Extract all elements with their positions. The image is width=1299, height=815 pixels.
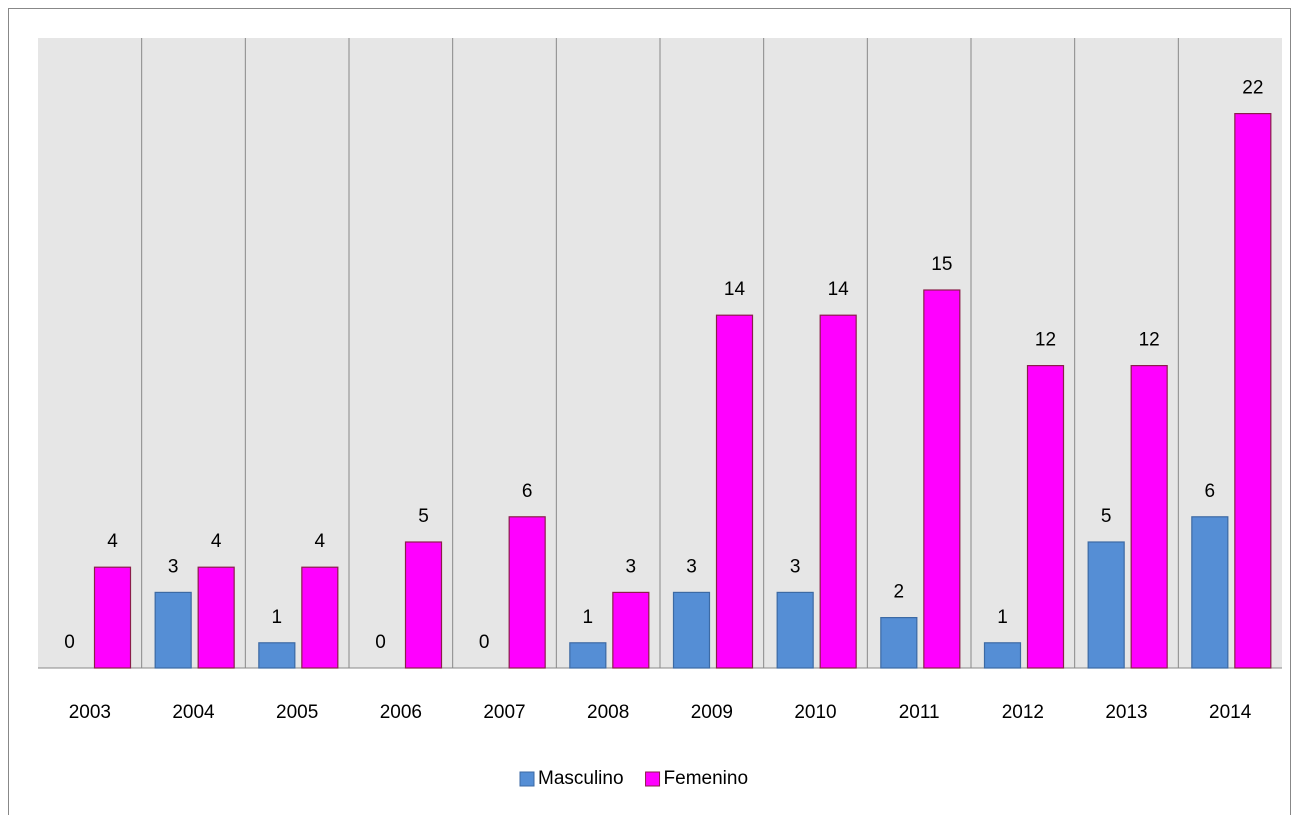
data-label: 4 [211, 531, 222, 552]
bar [93, 566, 132, 669]
bar [819, 314, 857, 669]
bar [154, 591, 192, 669]
data-label: 4 [107, 531, 118, 552]
data-label: 1 [997, 607, 1008, 628]
x-tick-label: 2010 [794, 702, 836, 723]
data-label: 1 [583, 607, 594, 628]
x-tick-label: 2003 [69, 702, 111, 723]
data-label: 3 [626, 556, 637, 577]
legend-swatch [645, 771, 661, 787]
x-tick-label: 2014 [1209, 702, 1252, 723]
data-label: 15 [931, 254, 952, 275]
bar [1234, 112, 1272, 669]
bar [1026, 365, 1065, 669]
data-label: 14 [724, 279, 746, 300]
x-tick-label: 2006 [380, 702, 422, 723]
bar [612, 591, 650, 669]
data-label: 5 [1101, 506, 1112, 527]
x-tick-label: 2007 [483, 702, 525, 723]
data-label: 3 [686, 556, 697, 577]
bar [1191, 516, 1229, 669]
data-label: 6 [522, 481, 533, 502]
data-label: 14 [828, 279, 850, 300]
data-label: 4 [315, 531, 326, 552]
data-label: 0 [479, 632, 490, 653]
x-tick-label: 2013 [1105, 702, 1147, 723]
bar [197, 566, 235, 669]
data-label: 3 [790, 556, 801, 577]
bar [301, 566, 339, 669]
bar [1130, 365, 1168, 669]
data-label: 0 [64, 632, 75, 653]
legend-swatch [519, 771, 535, 787]
bar [715, 314, 754, 669]
bar [923, 289, 961, 669]
data-label: 0 [375, 632, 386, 653]
bar [258, 642, 296, 669]
data-label: 5 [418, 506, 429, 527]
bar [1087, 541, 1125, 669]
bar [880, 616, 918, 669]
bar [508, 516, 546, 669]
x-tick-label: 2012 [1002, 702, 1044, 723]
x-tick-label: 2005 [276, 702, 318, 723]
data-label: 22 [1242, 78, 1263, 99]
data-label: 1 [272, 607, 283, 628]
data-label: 12 [1035, 330, 1056, 351]
x-tick-label: 2004 [172, 702, 215, 723]
bar [983, 642, 1022, 669]
bar [569, 642, 607, 669]
legend-label: Femenino [664, 768, 749, 789]
x-tick-label: 2008 [587, 702, 629, 723]
data-label: 2 [894, 582, 905, 603]
data-label: 12 [1139, 330, 1160, 351]
x-tick-label: 2011 [899, 702, 940, 723]
x-tick-label: 2009 [691, 702, 733, 723]
bar [404, 541, 443, 669]
data-label: 3 [168, 556, 179, 577]
bar [672, 591, 711, 669]
data-label: 6 [1205, 481, 1216, 502]
bar [776, 591, 814, 669]
legend-label: Masculino [538, 768, 624, 789]
